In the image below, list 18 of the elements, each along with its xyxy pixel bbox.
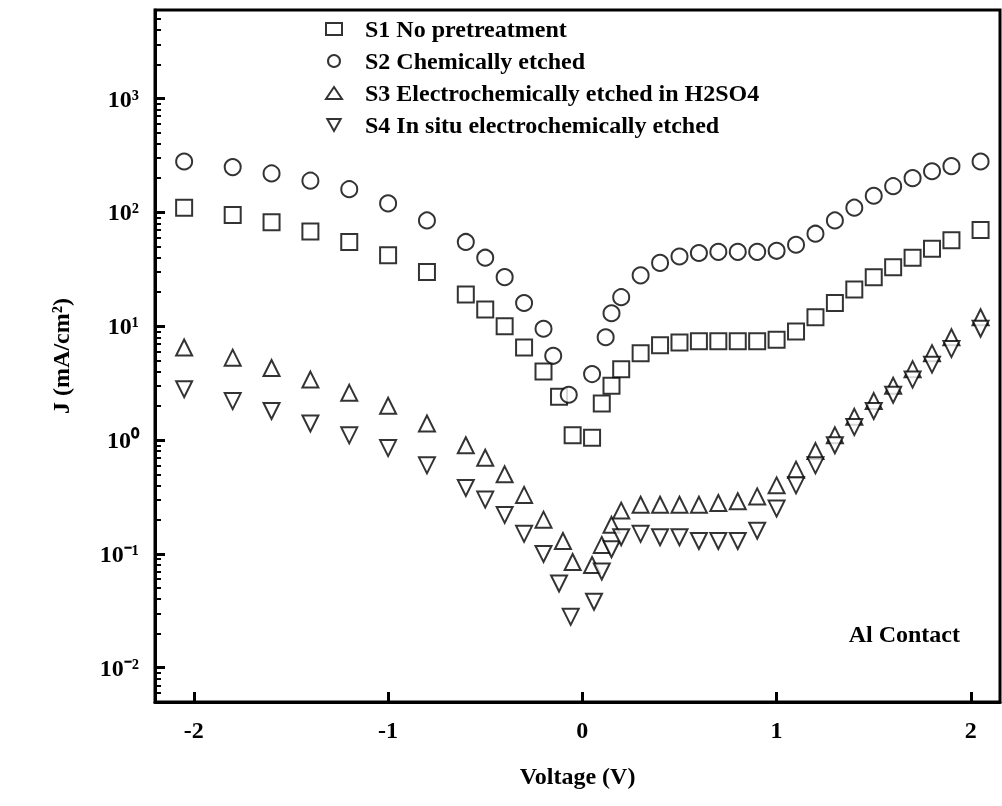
y-tick-label: 10¹ <box>107 313 139 340</box>
annotation: Al Contact <box>848 621 961 647</box>
legend-label: S3 Electrochemically etched in H2SO4 <box>365 80 760 106</box>
x-axis-title: Voltage (V) <box>519 763 636 789</box>
y-tick-label: 10⁻¹ <box>99 540 139 567</box>
legend-label: S1 No pretreatment <box>365 16 567 42</box>
x-tick-label: 0 <box>576 717 589 743</box>
x-tick-label: -2 <box>183 717 204 743</box>
x-tick-label: -1 <box>378 717 399 743</box>
x-tick-label: 2 <box>964 717 977 743</box>
y-tick-label: 10⁻² <box>99 654 139 681</box>
legend-label: S4 In situ electrochemically etched <box>365 112 720 138</box>
x-tick-label: 1 <box>770 717 783 743</box>
y-tick-label: 10³ <box>107 85 139 112</box>
legend-label: S2 Chemically etched <box>365 48 586 74</box>
y-tick-label: 10² <box>107 199 139 226</box>
y-tick-label: 10⁰ <box>107 427 140 454</box>
y-axis-title: J (mA/cm²) <box>48 298 74 414</box>
